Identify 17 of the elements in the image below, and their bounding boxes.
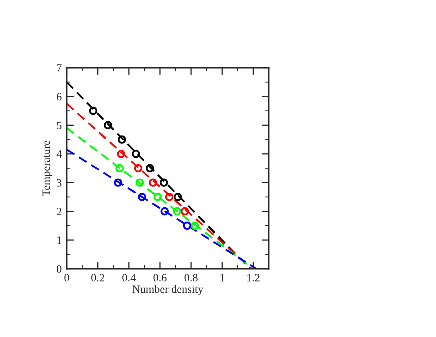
x-tick-label: 1 [220, 274, 224, 282]
x-tick-label: 0.2 [92, 274, 104, 282]
y-tick-label: 2 [57, 208, 62, 216]
y-tick-label: 4 [56, 150, 62, 158]
y-tick-label: 0 [57, 265, 62, 273]
x-tick-label: 1.2 [247, 274, 260, 282]
x-tick-label: 0.6 [154, 274, 167, 282]
y-axis-title: Temperature [42, 140, 52, 196]
y-tick-label: 1 [58, 236, 62, 244]
y-tick-label: 5 [57, 122, 62, 130]
x-tick-label: 0.4 [122, 274, 136, 282]
y-tick-label: 3 [57, 179, 62, 187]
x-tick-label: 0 [64, 274, 70, 282]
x-axis-title: Number density [132, 285, 204, 296]
y-tick-label: 7 [57, 64, 62, 72]
y-tick-label: 6 [57, 93, 62, 101]
x-tick-label: 0.8 [184, 274, 198, 282]
